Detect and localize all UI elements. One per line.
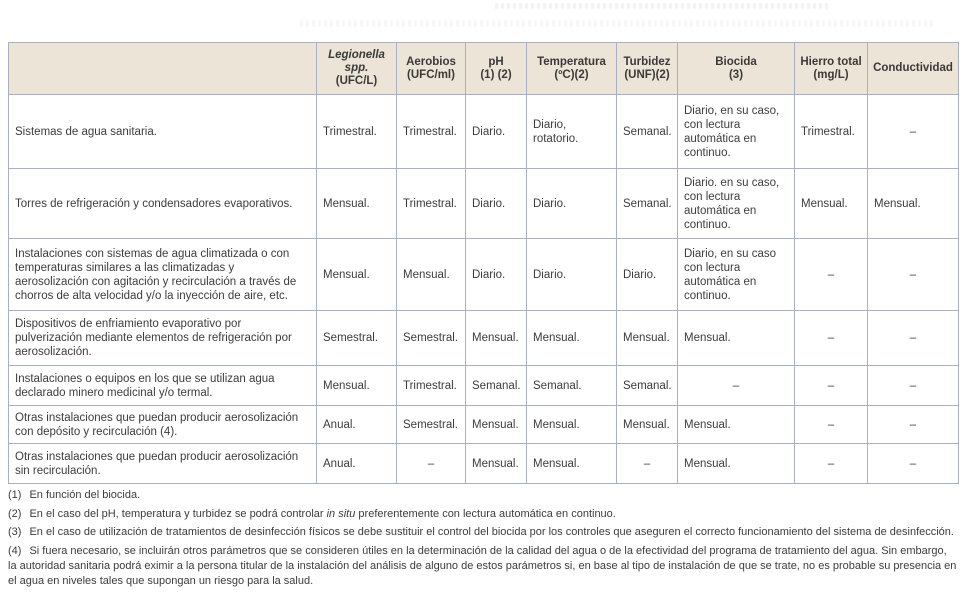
cell-conductividad: – bbox=[867, 238, 959, 311]
cell-legionella: Mensual. bbox=[316, 238, 397, 311]
header-row: Legionella spp. (UFC/L) Aerobios (UFC/ml) … bbox=[8, 42, 959, 95]
header-cell-ph: pH (1) (2) bbox=[465, 42, 527, 95]
cell-legionella: Anual. bbox=[316, 443, 397, 484]
cell-conductividad: – bbox=[867, 310, 959, 366]
cell-aerobios: Semestral. bbox=[396, 310, 466, 366]
cell-conductividad: – bbox=[867, 94, 959, 169]
cell-legionella: Anual. bbox=[316, 405, 397, 444]
cell-biocida: Mensual. bbox=[677, 310, 795, 366]
cell-temperatura: Mensual. bbox=[526, 443, 617, 484]
header-cell-conductividad: Conductividad bbox=[867, 42, 959, 95]
monitoring-frequency-table: Legionella spp. (UFC/L) Aerobios (UFC/ml) … bbox=[8, 42, 959, 484]
cell-aerobios: Trimestral. bbox=[396, 168, 466, 239]
cell-biocida: Diario. en su caso, con lectura automáti… bbox=[677, 168, 795, 239]
cell-temperatura: Semanal. bbox=[526, 365, 617, 406]
cell-legionella: Mensual. bbox=[316, 365, 397, 406]
footnotes: (1) En función del biocida. (2) En el caso… bbox=[8, 488, 958, 592]
cell-turbidez: Mensual. bbox=[616, 310, 678, 366]
cell-ph: Semanal. bbox=[465, 365, 527, 406]
cell-turbidez: – bbox=[616, 443, 678, 484]
cell-aerobios: Trimestral. bbox=[396, 94, 466, 169]
table-row: Otras instalaciones que puedan producir … bbox=[8, 405, 959, 444]
faded-text-artifact bbox=[495, 3, 830, 9]
header-cell-empty bbox=[8, 42, 317, 95]
table-row: Otras instalaciones que puedan producir … bbox=[8, 443, 959, 484]
cell-conductividad: – bbox=[867, 443, 959, 484]
header-cell-aerobios: Aerobios (UFC/ml) bbox=[396, 42, 466, 95]
footnote-text: En función del biocida. bbox=[29, 489, 141, 501]
cell-legionella: Mensual. bbox=[316, 168, 397, 239]
cell-biocida: Mensual. bbox=[677, 443, 795, 484]
header-cell-turbidez: Turbidez (UNF)(2) bbox=[616, 42, 678, 95]
row-label: Sistemas de agua sanitaria. bbox=[8, 94, 317, 169]
header-cell-biocida: Biocida (3) bbox=[677, 42, 795, 95]
cell-temperatura: Mensual. bbox=[526, 310, 617, 366]
cell-turbidez: Semanal. bbox=[616, 168, 678, 239]
row-label: Torres de refrigeración y condensadores … bbox=[8, 168, 317, 239]
footnote-number: (3) bbox=[8, 526, 22, 538]
table-row: Torres de refrigeración y condensadores … bbox=[8, 168, 959, 239]
cell-biocida: – bbox=[677, 365, 795, 406]
faded-text-artifact bbox=[300, 20, 935, 27]
header-cell-temperatura: Temperatura (ºC)(2) bbox=[526, 42, 617, 95]
cell-ph: Diario. bbox=[465, 238, 527, 311]
header-cell-legionella: Legionella spp. (UFC/L) bbox=[316, 42, 397, 95]
cell-ph: Mensual. bbox=[465, 310, 527, 366]
cell-temperatura: Diario. bbox=[526, 238, 617, 311]
footnote-2: (2) En el caso del pH, temperatura y turb… bbox=[8, 507, 616, 520]
cell-ph: Diario. bbox=[465, 168, 527, 239]
cell-biocida: Diario, en su caso con lectura automátic… bbox=[677, 238, 795, 311]
footnote-1: (1) En función del biocida. bbox=[8, 488, 958, 503]
row-label: Instalaciones con sistemas de agua clima… bbox=[8, 238, 317, 311]
footnote-text: En el caso de utilización de tratamiento… bbox=[29, 526, 954, 538]
cell-turbidez: Semanal. bbox=[616, 94, 678, 169]
cell-hierro: – bbox=[794, 238, 868, 311]
footnote-3: (3) En el caso de utilización de tratamie… bbox=[8, 525, 958, 540]
cell-hierro: Mensual. bbox=[794, 168, 868, 239]
cell-temperatura: Diario. bbox=[526, 168, 617, 239]
cell-aerobios: Mensual. bbox=[396, 238, 466, 311]
footnote-number: (1) bbox=[8, 489, 22, 501]
cell-aerobios: Trimestral. bbox=[396, 365, 466, 406]
footnote-4: (4) Si fuera necesario, se incluirán otro… bbox=[8, 544, 958, 589]
cell-ph: Diario. bbox=[465, 94, 527, 169]
footnote-text: En el caso del pH, temperatura y turbide… bbox=[29, 507, 327, 520]
cell-ph: Mensual. bbox=[465, 443, 527, 484]
footnote-text: Si fuera necesario, se incluirán otros p… bbox=[8, 544, 957, 587]
cell-temperatura: Mensual. bbox=[526, 405, 617, 444]
cell-turbidez: Mensual. bbox=[616, 405, 678, 444]
row-label: Otras instalaciones que puedan producir … bbox=[8, 443, 317, 484]
cell-legionella: Semestral. bbox=[316, 310, 397, 366]
row-label: Otras instalaciones que puedan producir … bbox=[8, 405, 317, 444]
cell-conductividad: – bbox=[867, 365, 959, 406]
cell-hierro: – bbox=[794, 365, 868, 406]
cell-turbidez: Semanal. bbox=[616, 365, 678, 406]
row-label: Instalaciones o equipos en los que se ut… bbox=[8, 365, 317, 406]
footnote-number: (4) bbox=[8, 544, 22, 557]
cell-biocida: Diario, en su caso, con lectura automáti… bbox=[677, 94, 795, 169]
footnote-number: (2) bbox=[8, 507, 22, 520]
table-row: Instalaciones con sistemas de agua clima… bbox=[8, 238, 959, 311]
cell-aerobios: Semestral. bbox=[396, 405, 466, 444]
cell-conductividad: Mensual. bbox=[867, 168, 959, 239]
cell-temperatura: Diario, rotatorio. bbox=[526, 94, 617, 169]
cell-legionella: Trimestral. bbox=[316, 94, 397, 169]
cell-hierro: – bbox=[794, 443, 868, 484]
table-row: Dispositivos de enfriamiento evaporativo… bbox=[8, 310, 959, 366]
cell-aerobios: – bbox=[396, 443, 466, 484]
cell-hierro: Trimestral. bbox=[794, 94, 868, 169]
cell-hierro: – bbox=[794, 310, 868, 366]
table-row: Instalaciones o equipos en los que se ut… bbox=[8, 365, 959, 406]
cell-biocida: Mensual. bbox=[677, 405, 795, 444]
cell-hierro: – bbox=[794, 405, 868, 444]
header-cell-hierro-total: Hierro total (mg/L) bbox=[794, 42, 868, 95]
cell-turbidez: Diario. bbox=[616, 238, 678, 311]
table-row: Sistemas de agua sanitaria. Trimestral. … bbox=[8, 94, 959, 169]
row-label: Dispositivos de enfriamiento evaporativo… bbox=[8, 310, 317, 366]
cell-ph: Mensual. bbox=[465, 405, 527, 444]
cell-conductividad: – bbox=[867, 405, 959, 444]
